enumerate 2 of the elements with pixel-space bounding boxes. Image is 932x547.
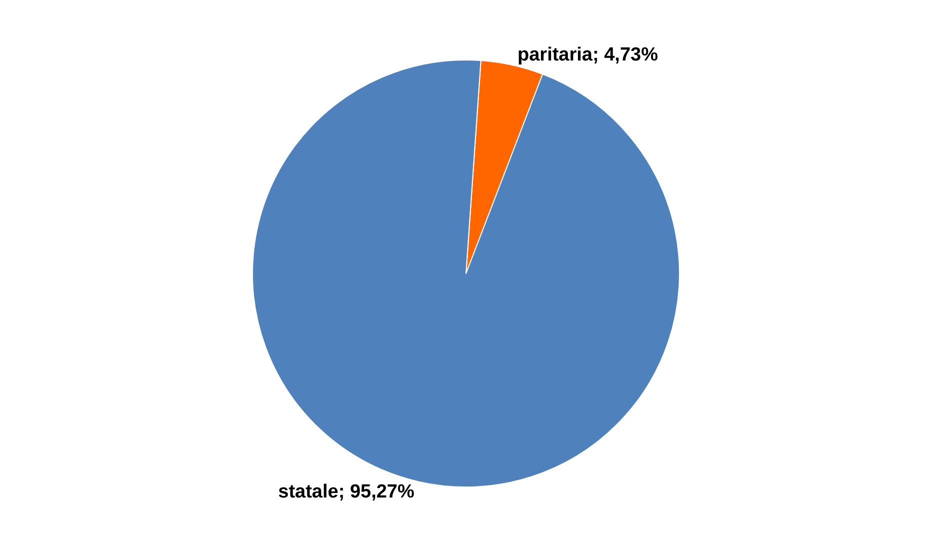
slice-label: paritaria; 4,73% bbox=[518, 44, 658, 66]
slice-label: statale; 95,27% bbox=[278, 481, 414, 502]
